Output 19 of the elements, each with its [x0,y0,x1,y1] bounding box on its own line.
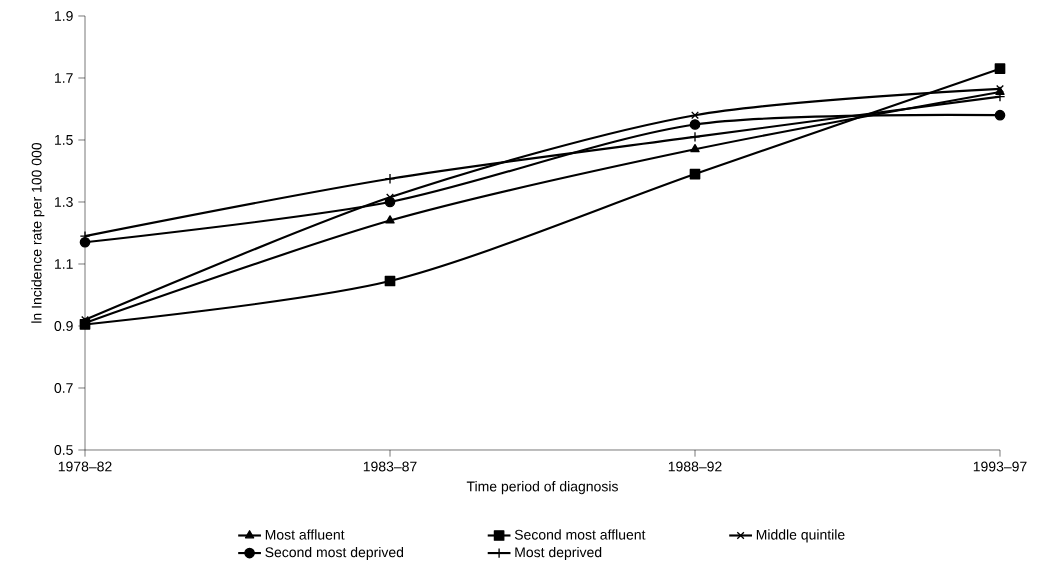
legend-label: Second most deprived [265,546,404,560]
x-tick-label: 1993–97 [973,461,1027,472]
y-tick-label: 1.5 [55,135,73,145]
y-tick-label: 1.9 [55,11,73,21]
y-tick-label: 1.3 [55,197,73,207]
x-tick-label: 1983–87 [363,461,417,472]
y-tick-label: 0.9 [54,321,73,331]
y-tick-label: 1.1 [55,259,73,269]
y-tick-label: 0.7 [54,383,73,393]
legend-label: Most affluent [265,529,345,540]
legend-label: Second most affluent [514,529,646,540]
y-tick-label: 0.5 [54,445,73,455]
legend-label: Middle quintile [756,529,845,543]
x-tick-label: 1988–92 [668,461,722,472]
x-tick-label: 1978–82 [58,461,112,472]
y-tick-label: 1.7 [55,73,73,83]
y-axis-title: ln Incidence rate per 100 000 [31,142,45,323]
legend-label: Most deprived [515,546,602,560]
x-axis-title: Time period of diagnosis [466,481,618,495]
